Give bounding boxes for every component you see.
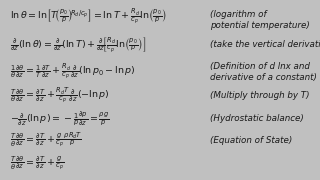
Text: $\frac{T}{\theta}\frac{\partial\theta}{\partial z} = \frac{\partial T}{\partial : $\frac{T}{\theta}\frac{\partial\theta}{\…: [10, 155, 64, 173]
Text: $\frac{\partial}{\partial z}(\ln\theta) = \frac{\partial}{\partial z}(\ln T) + \: $\frac{\partial}{\partial z}(\ln\theta) …: [10, 35, 146, 55]
Text: (Equation of State): (Equation of State): [210, 136, 292, 145]
Text: (Multiply through by T): (Multiply through by T): [210, 91, 309, 100]
Text: $\frac{T}{\theta}\frac{\partial\theta}{\partial z} = \frac{\partial T}{\partial : $\frac{T}{\theta}\frac{\partial\theta}{\…: [10, 131, 82, 150]
Text: (Definition of d lnx and
derivative of a constant): (Definition of d lnx and derivative of a…: [210, 62, 316, 82]
Text: (logarithm of
potential temperature): (logarithm of potential temperature): [210, 10, 309, 30]
Text: $\frac{T}{\theta}\frac{\partial\theta}{\partial z} = \frac{\partial T}{\partial : $\frac{T}{\theta}\frac{\partial\theta}{\…: [10, 86, 109, 105]
Text: $-\frac{\partial}{\partial z}(\ln p) = -\frac{1}{p}\frac{\partial p}{\partial z}: $-\frac{\partial}{\partial z}(\ln p) = -…: [10, 110, 109, 128]
Text: (take the vertical derivative): (take the vertical derivative): [210, 40, 320, 50]
Text: $\ln\theta = \ln\!\left[T\!\left(\frac{p_0}{p}\right)^{\!\!R_d/c_p}\right] = \ln: $\ln\theta = \ln\!\left[T\!\left(\frac{p…: [10, 7, 166, 26]
Text: (Hydrostatic balance): (Hydrostatic balance): [210, 114, 303, 123]
Text: $\frac{1}{\theta}\frac{\partial\theta}{\partial z} = \frac{1}{T}\frac{\partial T: $\frac{1}{\theta}\frac{\partial\theta}{\…: [10, 63, 135, 81]
